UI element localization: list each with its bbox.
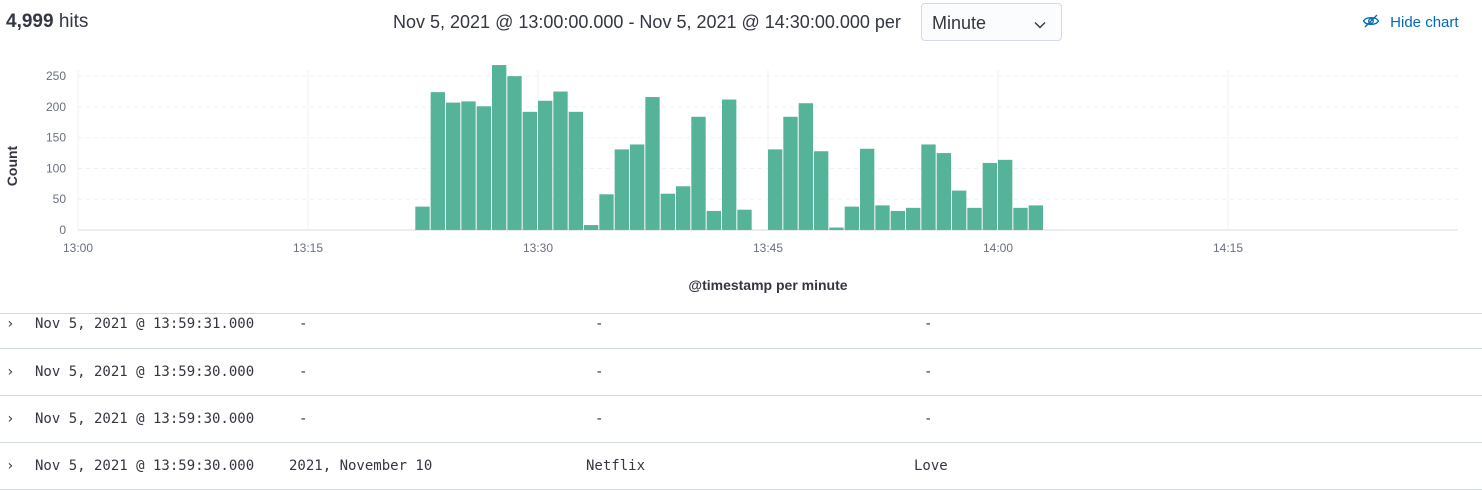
table-cell: - bbox=[595, 411, 604, 427]
table-row[interactable]: › Nov 5, 2021 @ 13:59:30.000 - - - bbox=[0, 396, 1482, 443]
histogram-bar[interactable] bbox=[1013, 207, 1028, 230]
histogram-bar[interactable] bbox=[415, 206, 430, 230]
table-row[interactable]: › Nov 5, 2021 @ 13:59:30.000 2021, Novem… bbox=[0, 443, 1482, 490]
table-cell: - bbox=[924, 411, 933, 427]
chevron-right-icon[interactable]: › bbox=[6, 458, 15, 474]
x-tick-label: 13:00 bbox=[63, 241, 93, 255]
table-row[interactable]: › Nov 5, 2021 @ 13:59:30.000 - - - bbox=[0, 349, 1482, 396]
table-cell: Love bbox=[914, 458, 948, 474]
x-axis-title: @timestamp per minute bbox=[688, 277, 847, 293]
timestamp-cell: Nov 5, 2021 @ 13:59:30.000 bbox=[35, 458, 255, 474]
histogram-bar[interactable] bbox=[614, 149, 629, 230]
histogram-bar[interactable] bbox=[783, 116, 798, 230]
table-row[interactable]: › Nov 5, 2021 @ 13:59:31.000 - - - bbox=[0, 313, 1482, 349]
chevron-down-icon bbox=[1033, 16, 1047, 37]
interval-select[interactable]: Minute bbox=[921, 3, 1062, 41]
table-cell: - bbox=[595, 364, 604, 380]
histogram-svg[interactable]: 0 50 100 150 200 250 13:00 13:15 13:30 13:45 14:0… bbox=[0, 46, 1482, 308]
histogram-bar[interactable] bbox=[476, 106, 491, 230]
y-tick-label: 0 bbox=[59, 223, 66, 237]
histogram-bar[interactable] bbox=[507, 76, 522, 231]
histogram-bar[interactable] bbox=[430, 92, 445, 231]
histogram-bar[interactable] bbox=[645, 97, 660, 230]
histogram-bar[interactable] bbox=[461, 101, 476, 230]
x-tick-label: 14:15 bbox=[1213, 241, 1243, 255]
x-axis-ticks: 13:00 13:15 13:30 13:45 14:00 14:15 bbox=[63, 241, 1243, 255]
interval-value: Minute bbox=[932, 13, 987, 33]
histogram-chart: 0 50 100 150 200 250 13:00 13:15 13:30 13:45 14:0… bbox=[0, 46, 1482, 308]
chart-bars[interactable] bbox=[415, 65, 1043, 231]
hide-chart-label: Hide chart bbox=[1390, 14, 1459, 31]
y-axis-ticks: 0 50 100 150 200 250 bbox=[46, 69, 66, 237]
hide-chart-button[interactable]: Hide chart bbox=[1362, 13, 1459, 33]
histogram-bar[interactable] bbox=[522, 111, 537, 230]
x-tick-label: 13:45 bbox=[753, 241, 783, 255]
chevron-right-icon[interactable]: › bbox=[6, 411, 15, 427]
histogram-bar[interactable] bbox=[906, 207, 921, 230]
hits-label: hits bbox=[58, 11, 89, 32]
histogram-bar[interactable] bbox=[814, 151, 829, 230]
table-cell: 2021, November 10 bbox=[289, 458, 433, 474]
histogram-bar[interactable] bbox=[553, 91, 568, 231]
histogram-bar[interactable] bbox=[538, 100, 553, 230]
hits-count: 4,999 bbox=[6, 11, 54, 32]
timestamp-cell: Nov 5, 2021 @ 13:59:30.000 bbox=[35, 364, 255, 380]
histogram-bar[interactable] bbox=[952, 190, 967, 230]
chevron-right-icon[interactable]: › bbox=[6, 316, 15, 332]
histogram-bar[interactable] bbox=[998, 159, 1013, 230]
chevron-right-icon[interactable]: › bbox=[6, 364, 15, 380]
histogram-bar[interactable] bbox=[706, 210, 721, 230]
x-tick-label: 13:30 bbox=[523, 241, 553, 255]
document-table: › Nov 5, 2021 @ 13:59:31.000 - - - › Nov… bbox=[0, 313, 1482, 490]
histogram-bar[interactable] bbox=[676, 186, 691, 230]
histogram-bar[interactable] bbox=[446, 102, 461, 230]
histogram-bar[interactable] bbox=[722, 99, 737, 231]
table-cell: - bbox=[924, 316, 933, 332]
histogram-bar[interactable] bbox=[936, 153, 951, 230]
histogram-bar[interactable] bbox=[798, 103, 813, 230]
eye-closed-icon bbox=[1362, 13, 1380, 33]
y-tick-label: 150 bbox=[46, 131, 66, 145]
x-tick-label: 14:00 bbox=[983, 241, 1013, 255]
x-tick-label: 13:15 bbox=[293, 241, 323, 255]
histogram-bar[interactable] bbox=[967, 207, 982, 230]
histogram-bar[interactable] bbox=[829, 227, 844, 230]
y-tick-label: 100 bbox=[46, 161, 66, 175]
y-tick-label: 250 bbox=[46, 69, 66, 83]
table-cell: - bbox=[924, 364, 933, 380]
table-cell: Netflix bbox=[586, 458, 646, 474]
discover-header: 4,999 hits Nov 5, 2021 @ 13:00:00.000 - … bbox=[0, 0, 1482, 46]
histogram-bar[interactable] bbox=[768, 149, 783, 230]
y-axis-title: Count bbox=[4, 145, 20, 186]
histogram-bar[interactable] bbox=[982, 162, 997, 230]
histogram-bar[interactable] bbox=[921, 144, 936, 230]
table-cell: - bbox=[595, 316, 604, 332]
histogram-bar[interactable] bbox=[737, 209, 752, 230]
histogram-bar[interactable] bbox=[860, 148, 875, 230]
y-tick-label: 200 bbox=[46, 100, 66, 114]
histogram-bar[interactable] bbox=[844, 206, 859, 230]
histogram-bar[interactable] bbox=[1028, 205, 1043, 230]
histogram-bar[interactable] bbox=[875, 205, 890, 230]
timestamp-cell: Nov 5, 2021 @ 13:59:31.000 bbox=[35, 316, 255, 332]
table-cell: - bbox=[299, 316, 308, 332]
histogram-bar[interactable] bbox=[492, 65, 507, 230]
histogram-bar[interactable] bbox=[584, 225, 599, 230]
y-tick-label: 50 bbox=[53, 192, 67, 206]
table-cell: - bbox=[299, 411, 308, 427]
histogram-bar[interactable] bbox=[599, 194, 614, 230]
hits-counter: 4,999 hits bbox=[6, 11, 88, 33]
time-range-label: Nov 5, 2021 @ 13:00:00.000 - Nov 5, 2021… bbox=[393, 12, 901, 32]
table-cell: - bbox=[299, 364, 308, 380]
histogram-bar[interactable] bbox=[568, 111, 583, 230]
histogram-bar[interactable] bbox=[890, 210, 905, 230]
histogram-bar[interactable] bbox=[691, 116, 706, 230]
histogram-bar[interactable] bbox=[660, 193, 675, 230]
timestamp-cell: Nov 5, 2021 @ 13:59:30.000 bbox=[35, 411, 255, 427]
histogram-bar[interactable] bbox=[630, 144, 645, 230]
